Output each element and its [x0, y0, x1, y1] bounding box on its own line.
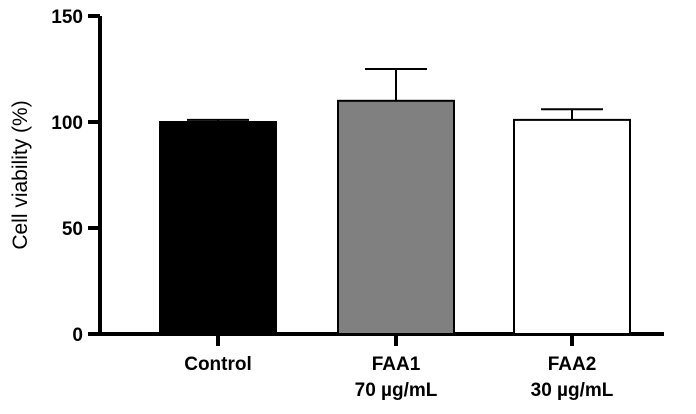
y-axis-title: Cell viability (%) [9, 100, 32, 249]
y-tick-label: 0 [72, 325, 83, 346]
bar-faa1 [337, 99, 455, 335]
y-tick-label: 150 [51, 7, 83, 28]
bar-faa2 [513, 118, 631, 335]
y-tick-label: 100 [51, 113, 83, 134]
bars [159, 68, 631, 335]
y-tick-label: 50 [62, 219, 83, 240]
bar-control [159, 121, 277, 335]
x-tick-label-sub: 30 µg/mL [531, 380, 614, 401]
x-tick-labels: Control FAA1 70 µg/mL FAA2 30 µg/mL [184, 334, 614, 401]
x-tick-label: FAA1 [372, 354, 421, 375]
x-tick-label: FAA2 [548, 354, 597, 375]
y-ticks: 0 50 100 150 [51, 7, 100, 346]
x-tick-label-sub: 70 µg/mL [355, 380, 438, 401]
x-tick-label: Control [184, 354, 252, 375]
